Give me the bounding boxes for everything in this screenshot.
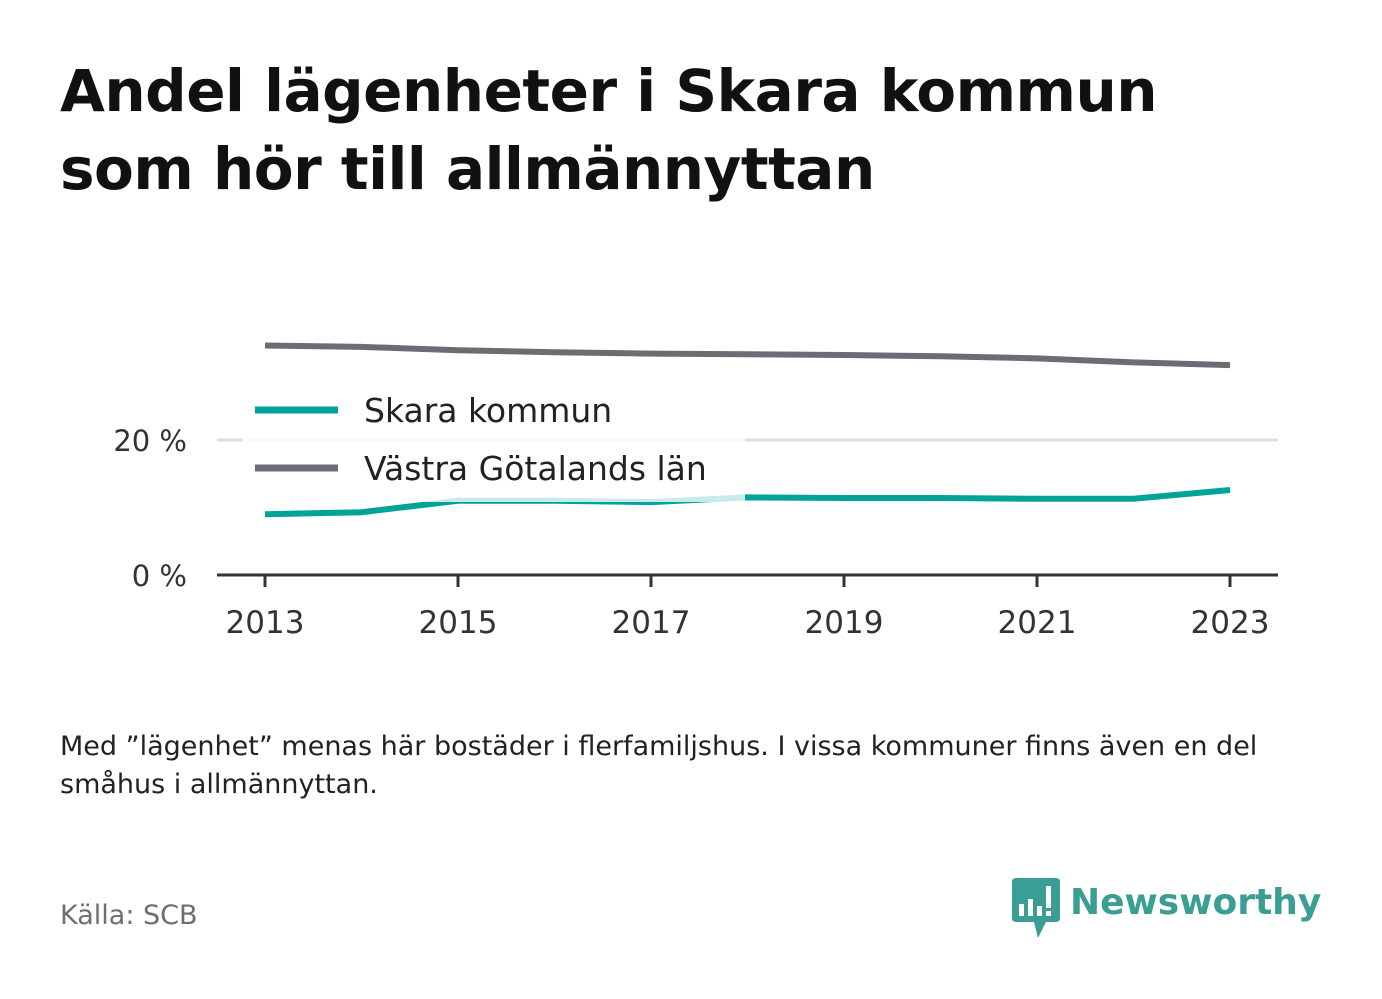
x-tick-label: 2021 (998, 605, 1077, 641)
y-axis-labels: 0 % 20 % (113, 424, 187, 593)
legend-label-0: Skara kommun (364, 391, 612, 430)
chart-title: Andel lägenheter i Skara kommun som hör … (60, 57, 1158, 203)
footnote: Med ”lägenhet” menas här bostäder i fler… (60, 731, 1258, 800)
x-axis: 2013 2015 2017 2019 2021 2023 (217, 573, 1278, 641)
x-tick-label: 2013 (226, 605, 305, 641)
legend-label-1: Västra Götalands län (364, 449, 707, 488)
legend-background (243, 380, 745, 502)
y-tick-label: 20 % (113, 424, 187, 458)
x-tick-label: 2019 (805, 605, 884, 641)
brand-name: Newsworthy (1070, 882, 1322, 923)
legend: Skara kommun Västra Götalands län (243, 380, 745, 502)
series-line-1 (264, 342, 1231, 369)
x-tick-label: 2023 (1191, 605, 1270, 641)
series-line-0 (264, 486, 1231, 518)
x-tick-label: 2017 (612, 605, 691, 641)
source-label: Källa: SCB (60, 900, 198, 931)
newsworthy-logo-icon (1012, 878, 1060, 938)
newsworthy-logo: Newsworthy (1012, 878, 1321, 942)
x-tick-label: 2015 (419, 605, 498, 641)
series-lines (264, 342, 1231, 518)
y-tick-label: 0 % (132, 559, 187, 593)
